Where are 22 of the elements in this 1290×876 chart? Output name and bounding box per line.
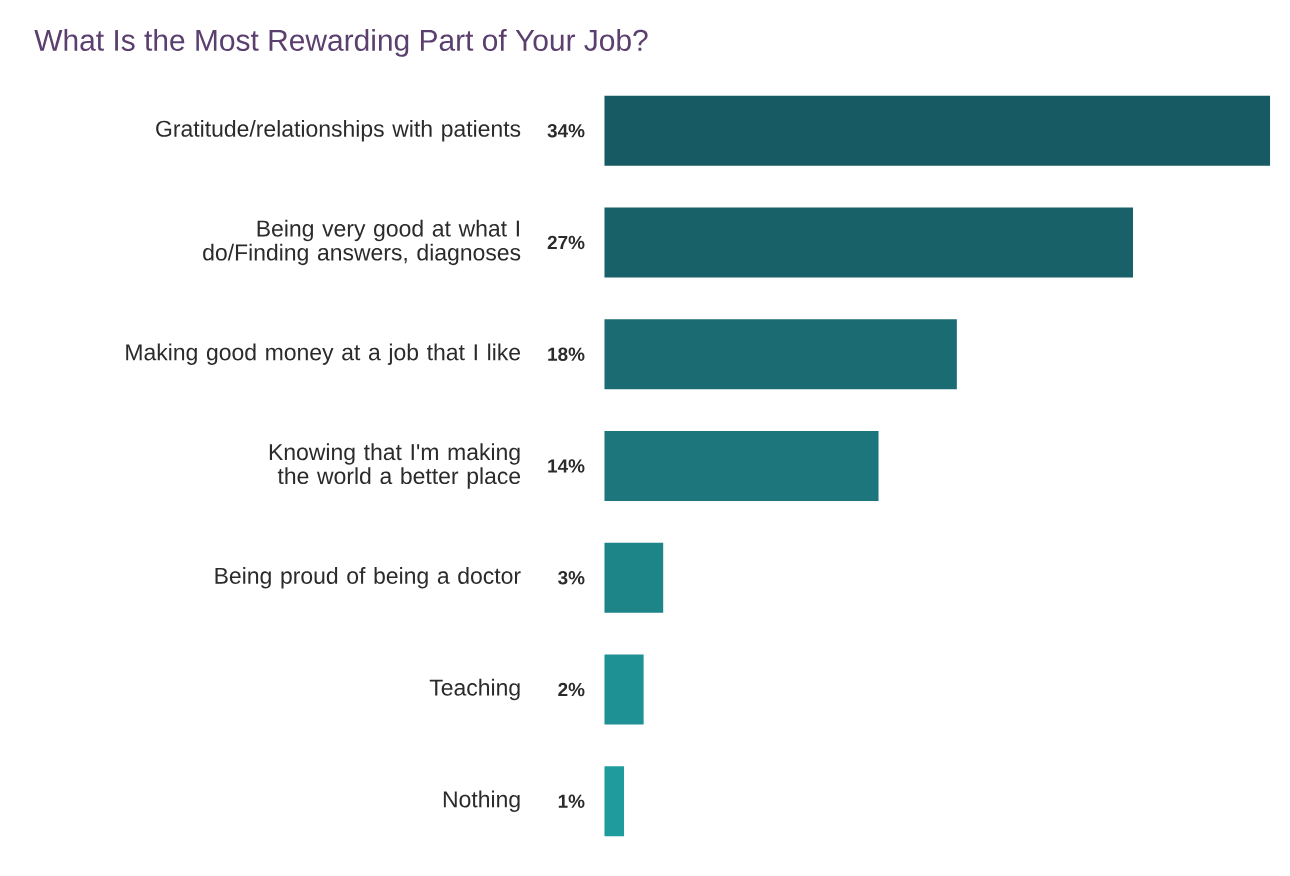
bar bbox=[604, 207, 1134, 278]
bar bbox=[604, 95, 1271, 166]
data-label: 27% bbox=[547, 235, 585, 250]
data-label: 2% bbox=[558, 682, 585, 697]
data-label: 1% bbox=[558, 794, 585, 808]
text: What Is the Most Rewarding Part of Your Job? bbox=[34, 28, 648, 57]
y-tick-label: Knowing that I'm making the world a better place bbox=[269, 443, 521, 489]
data-label: 14% bbox=[548, 459, 585, 473]
y-tick-label: Nothing bbox=[443, 790, 520, 812]
bar bbox=[604, 431, 879, 501]
bar bbox=[604, 319, 957, 390]
y-tick-label: Teaching bbox=[429, 678, 520, 701]
y-tick-label: Being very good at what I do/Finding answers, diagnoses bbox=[203, 219, 521, 266]
bar bbox=[604, 766, 625, 837]
bar bbox=[604, 542, 664, 613]
bar bbox=[604, 654, 644, 725]
y-tick-label: Being proud of being a doctor bbox=[215, 567, 521, 589]
data-label: 3% bbox=[558, 570, 585, 585]
data-label: 34% bbox=[547, 123, 585, 138]
y-tick-label: Gratitude/relationships with patients bbox=[156, 119, 521, 142]
data-label: 18% bbox=[548, 347, 585, 361]
y-tick-label: Making good money at a job that I like bbox=[126, 343, 521, 365]
